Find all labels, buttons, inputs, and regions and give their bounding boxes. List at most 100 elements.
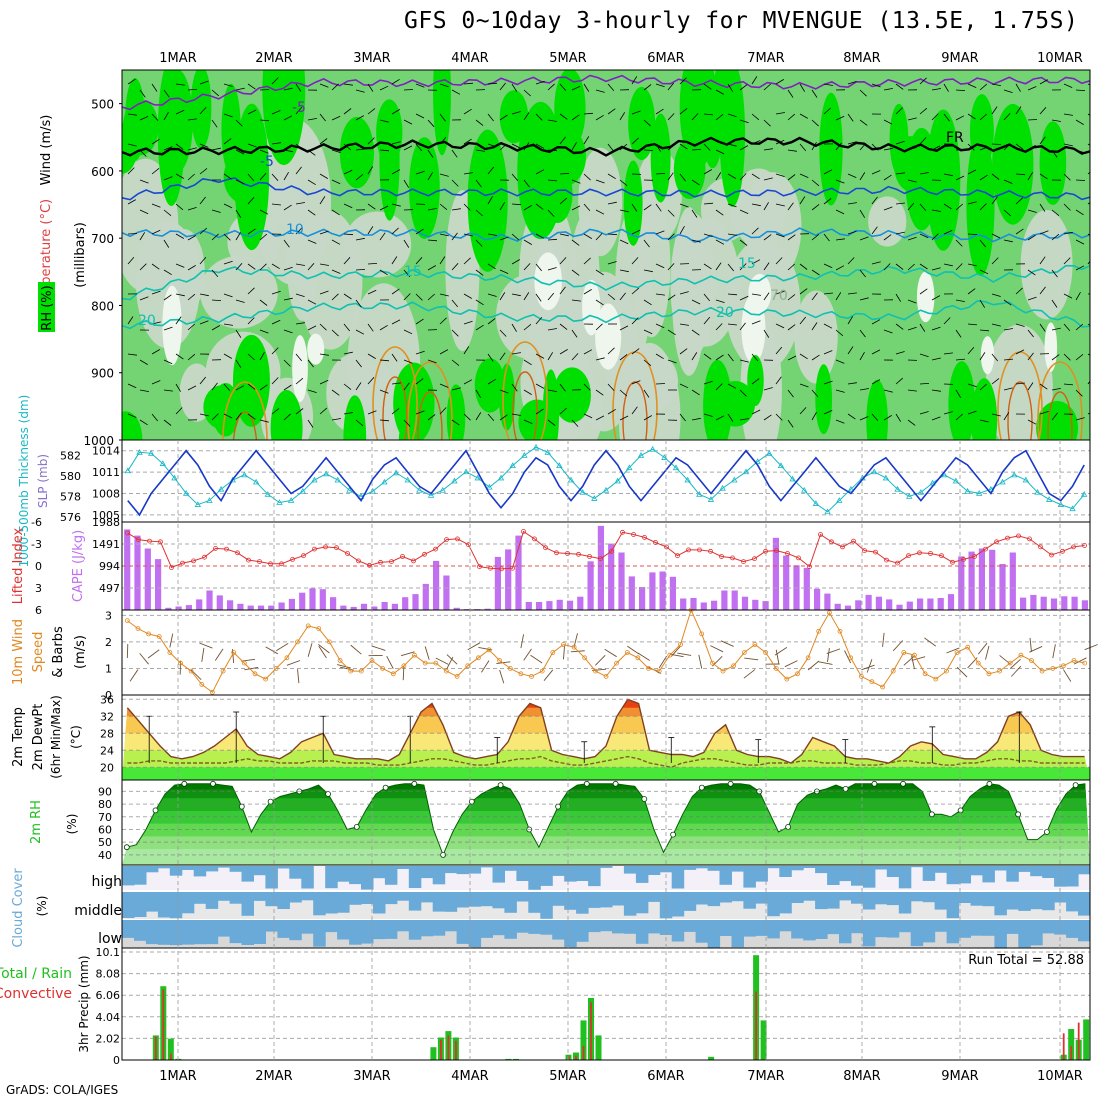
- cloud-bar: [982, 866, 995, 883]
- wind-barb: [367, 377, 375, 385]
- wind-barb: [1087, 260, 1090, 265]
- cloud-bar: [1018, 892, 1031, 911]
- thickness-point: [252, 478, 260, 485]
- wind-barb: [355, 173, 364, 181]
- wind-barb: [787, 149, 797, 152]
- wind-barb: [847, 382, 857, 385]
- wind-barb: [271, 377, 279, 385]
- wind-barb-10m: [520, 634, 525, 649]
- wind-barb: [271, 290, 281, 295]
- wind-barb: [667, 329, 676, 336]
- date-label-top: 8MAR: [843, 51, 880, 66]
- wind-barb: [991, 413, 1001, 417]
- wind-barb: [367, 137, 375, 145]
- wind-barb: [943, 113, 950, 122]
- wind-barb: [859, 388, 869, 391]
- wind-barb: [163, 326, 173, 331]
- wind-barb: [1087, 323, 1090, 327]
- wind-barb: [175, 173, 184, 179]
- wind-barb: [343, 203, 353, 209]
- cape-bar: [669, 576, 676, 610]
- wind-barb: [367, 226, 374, 235]
- wind-barb: [727, 293, 738, 296]
- wind-speed-point: [901, 650, 907, 655]
- rh-very-dry-patch: [582, 279, 601, 336]
- li-point: [125, 530, 130, 536]
- cloud-bar: [588, 892, 601, 908]
- wind-barb: [283, 204, 292, 211]
- precip-conv-bar: [455, 1040, 457, 1060]
- wind-barb: [343, 108, 352, 115]
- wind-barb: [139, 149, 147, 157]
- thickness-point: [672, 464, 680, 471]
- rh-point: [670, 831, 676, 838]
- cloud-bar: [982, 892, 995, 907]
- wind-barb: [787, 89, 794, 98]
- wind-barb: [607, 293, 616, 301]
- thickness-point: [357, 493, 365, 499]
- wind-barb: [247, 383, 256, 390]
- li-point: [444, 537, 449, 542]
- cloud-bar: [695, 892, 709, 905]
- wind-barb: [979, 113, 987, 121]
- rh-moist-low: [232, 334, 270, 427]
- wind-barb: [535, 408, 544, 415]
- wind-barb: [535, 383, 545, 389]
- li-point: [400, 554, 405, 559]
- wind-barb-10m: [276, 643, 289, 652]
- wind-barb: [559, 286, 566, 295]
- wind-barb: [859, 352, 865, 361]
- wind-barb: [379, 85, 389, 91]
- rh-point: [468, 798, 475, 805]
- wind-barb: [799, 383, 809, 388]
- rh2m-unit-label: (%): [65, 814, 79, 835]
- li-point: [543, 545, 548, 551]
- precip-tick-label: 6.06: [96, 989, 121, 1002]
- wind-speed-point: [305, 623, 311, 629]
- wind-barb: [1039, 230, 1049, 235]
- wind-barb: [1051, 233, 1060, 241]
- precip-legend-total: Total / Rain: [0, 966, 72, 982]
- wind-barb: [511, 383, 518, 392]
- wind-barb: [211, 89, 220, 97]
- wind-barb: [439, 136, 447, 145]
- wind-barb: [619, 209, 629, 213]
- cape-bar: [268, 605, 275, 610]
- wind-barb: [211, 325, 220, 331]
- wind-barb: [199, 196, 206, 205]
- wind-barb: [1003, 239, 1013, 243]
- rh-moist-column: [409, 137, 440, 239]
- wind-barb: [931, 113, 939, 121]
- cape-bar: [731, 590, 738, 610]
- wind-barb: [499, 143, 507, 151]
- cloud-bar: [731, 866, 744, 872]
- wind-barb: [535, 143, 544, 149]
- temp-axis-label: 2m Temp: [11, 707, 26, 767]
- cloud-bar: [1030, 866, 1043, 877]
- contour-label: 15: [738, 256, 756, 272]
- cloud-bar: [994, 866, 1007, 871]
- wind-barb: [547, 83, 555, 91]
- wind-barb: [415, 350, 425, 355]
- cloud-bar: [432, 866, 446, 885]
- wind-barb: [727, 413, 734, 422]
- wind-barb: [523, 142, 530, 151]
- precip-axis-label: 3hr Precip (mm): [77, 955, 91, 1052]
- wind-barb: [1075, 119, 1084, 125]
- cloud-row-label: low: [98, 931, 122, 947]
- rh-tick-label: 40: [98, 849, 112, 862]
- wind-barb: [679, 291, 689, 295]
- rh-moist-column: [1039, 121, 1067, 205]
- date-label-bottom: 1MAR: [159, 1069, 196, 1084]
- wind-barb: [283, 171, 289, 181]
- cloud-bar: [1042, 920, 1055, 934]
- cape-bar: [144, 548, 151, 610]
- wind-speed-point: [603, 674, 609, 679]
- cape-bar: [124, 529, 131, 610]
- pressure-tick-label: 500: [91, 98, 114, 112]
- wind-barb: [511, 413, 521, 416]
- wind-barb: [919, 383, 930, 385]
- thickness-point: [532, 443, 540, 450]
- contour-label: 20: [138, 313, 156, 329]
- wind-speed-point: [348, 668, 354, 674]
